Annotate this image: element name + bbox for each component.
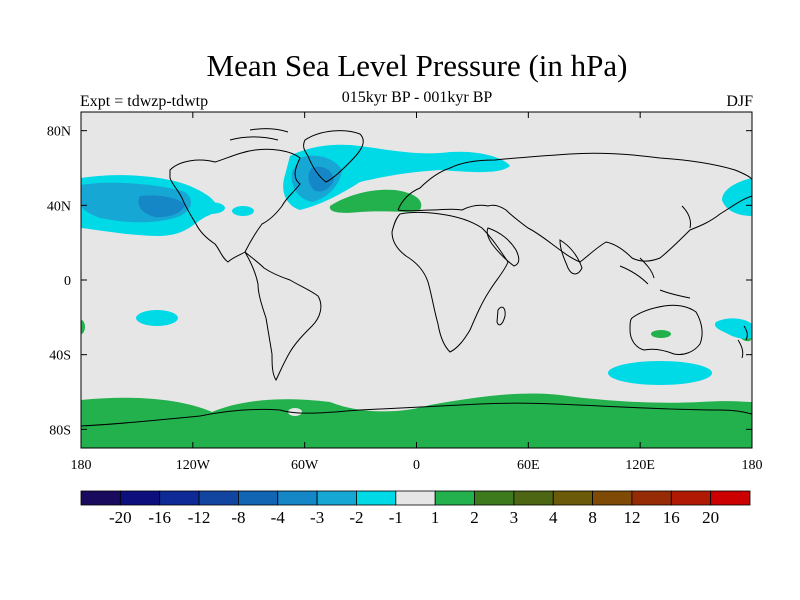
colorbar: -20 -16 -12 -8 -4 -3 -2 -1 1 2 3 4 8 12 16 20 <box>80 490 751 527</box>
colorbar-swatch <box>238 490 279 506</box>
colorbar-swatch <box>395 490 436 506</box>
map-area: 180 120W 60W 0 60E 120E 180 80N 40N 0 40S 80S <box>47 111 763 473</box>
colorbar-swatch <box>552 490 593 506</box>
y-axis: 80N 40N 0 40S 80S <box>47 125 752 438</box>
chart-title: Mean Sea Level Pressure (in hPa) <box>206 48 628 83</box>
colorbar-label: 20 <box>702 508 719 527</box>
contour-fill-neutral <box>288 408 302 416</box>
colorbar-swatch <box>198 490 239 506</box>
colorbar-swatch <box>513 490 554 506</box>
y-tick-label: 0 <box>64 274 71 289</box>
colorbar-label: -1 <box>389 508 403 527</box>
colorbar-label: 3 <box>510 508 519 527</box>
colorbar-swatch <box>356 490 397 506</box>
x-tick-label: 180 <box>71 458 92 473</box>
x-tick-label: 0 <box>413 458 420 473</box>
colorbar-label: 2 <box>470 508 479 527</box>
contour-fill-positive <box>329 189 422 213</box>
colorbar-label: -2 <box>349 508 363 527</box>
contour-fill-positive <box>81 320 85 334</box>
contour-fill-negative <box>714 318 752 339</box>
coastlines <box>81 128 752 427</box>
contour-fill-negative <box>195 202 225 214</box>
x-axis: 180 120W 60W 0 60E 120E 180 <box>71 112 763 473</box>
colorbar-label: -4 <box>271 508 286 527</box>
colorbar-label: -8 <box>231 508 245 527</box>
colorbar-swatch <box>80 490 121 506</box>
contour-fill-positive <box>651 330 671 338</box>
contour-fill-positive <box>81 393 752 448</box>
contour-fill-negative <box>608 361 712 385</box>
colorbar-label: 16 <box>663 508 680 527</box>
colorbar-label: 12 <box>623 508 640 527</box>
x-tick-label: 120W <box>176 458 211 473</box>
colorbar-label: -16 <box>148 508 171 527</box>
colorbar-label: -3 <box>310 508 324 527</box>
colorbar-swatch <box>474 490 515 506</box>
colorbar-swatch <box>277 490 318 506</box>
colorbar-swatch <box>119 490 161 506</box>
colorbar-swatch <box>592 490 633 506</box>
colorbar-swatch <box>159 490 200 506</box>
contour-fill-negative <box>232 206 254 216</box>
colorbar-label: 1 <box>431 508 440 527</box>
colorbar-label: -12 <box>188 508 211 527</box>
contour-fill-negative <box>283 144 510 210</box>
colorbar-label: 4 <box>549 508 558 527</box>
x-tick-label: 120E <box>625 458 655 473</box>
colorbar-swatch <box>710 490 751 506</box>
experiment-label: Expt = tdwzp-tdwtp <box>80 93 209 110</box>
x-tick-label: 60W <box>291 458 319 473</box>
colorbar-label: 8 <box>588 508 597 527</box>
y-tick-label: 40N <box>47 199 71 214</box>
contour-fill-negative <box>136 310 178 326</box>
y-tick-label: 40S <box>49 349 71 364</box>
y-tick-label: 80S <box>49 423 71 438</box>
colorbar-swatch <box>631 490 672 506</box>
colorbar-swatch <box>670 490 712 506</box>
contour-fill-negative <box>308 166 334 192</box>
contour-fill-negative <box>138 195 185 218</box>
x-tick-label: 180 <box>742 458 763 473</box>
colorbar-label: -20 <box>109 508 132 527</box>
contour-fill-negative <box>722 178 752 216</box>
colorbar-swatch <box>434 490 475 506</box>
season-label: DJF <box>726 93 753 110</box>
colorbar-swatch <box>316 490 357 506</box>
chart-subtitle: 015kyr BP - 001kyr BP <box>341 89 493 106</box>
x-tick-label: 60E <box>517 458 540 473</box>
y-tick-label: 80N <box>47 125 71 140</box>
